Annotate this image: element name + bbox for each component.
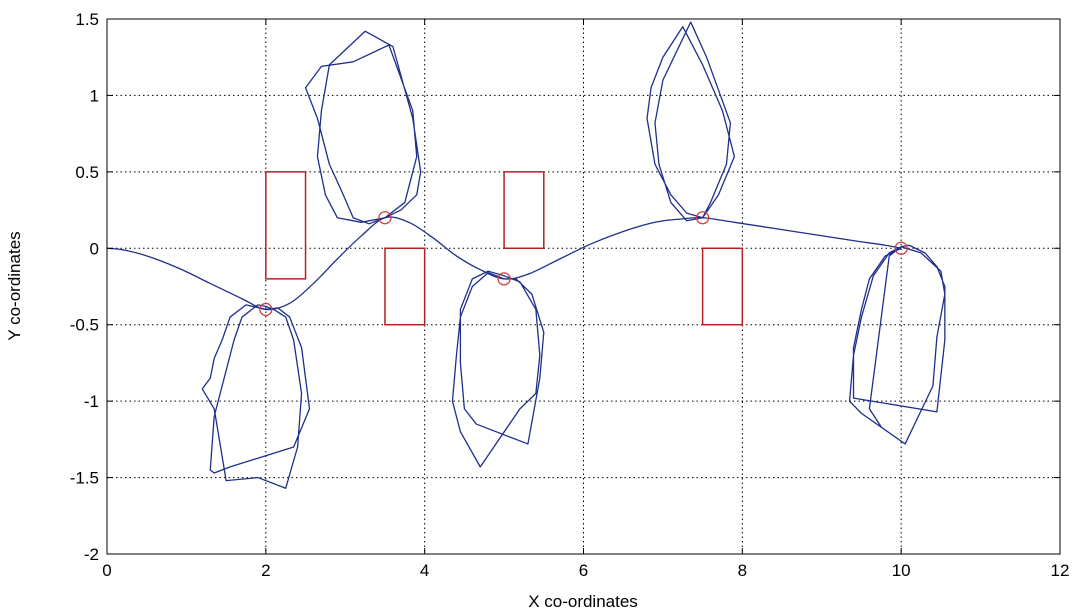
y-tick-label: 0.5 [75, 163, 99, 182]
y-tick-labels: -2 -1.5 -1 -0.5 0 0.5 1 1.5 [70, 10, 99, 564]
y-tick-label: 1 [90, 86, 99, 105]
waypoint-marker [894, 241, 908, 255]
waypoint-marker [695, 211, 710, 225]
x-tick-label: 2 [261, 561, 270, 580]
trajectory-line [106, 216, 902, 311]
y-tick-label: 1.5 [75, 10, 99, 29]
obstacle-rect [265, 171, 307, 280]
loop-line [848, 244, 946, 445]
y-tick-label: 0 [90, 239, 99, 258]
obstacle-rect [384, 247, 426, 326]
y-tick-label: -1 [84, 392, 99, 411]
obstacle-rect [503, 171, 545, 250]
x-tick-label: 0 [102, 561, 111, 580]
loop-line [646, 21, 736, 222]
x-tick-label: 6 [579, 561, 588, 580]
x-axis-label: X co-ordinates [528, 592, 638, 611]
obstacles [265, 171, 744, 326]
x-tick-label: 10 [892, 561, 911, 580]
y-axis-label: Y co-ordinates [5, 231, 24, 340]
ticks [106, 18, 1061, 555]
y-tick-label: -0.5 [70, 316, 99, 335]
x-tick-labels: 0 2 4 6 8 10 12 [102, 561, 1069, 580]
y-tick-label: -2 [84, 545, 99, 564]
waypoints [259, 211, 908, 317]
waypoint-marker [497, 272, 511, 286]
y-tick-label: -1.5 [70, 469, 99, 488]
x-tick-label: 4 [420, 561, 429, 580]
obstacle-rect [701, 247, 744, 326]
waypoint-marker [259, 302, 273, 317]
waypoint-marker [378, 211, 392, 225]
x-tick-label: 12 [1051, 561, 1070, 580]
x-tick-label: 8 [738, 561, 747, 580]
